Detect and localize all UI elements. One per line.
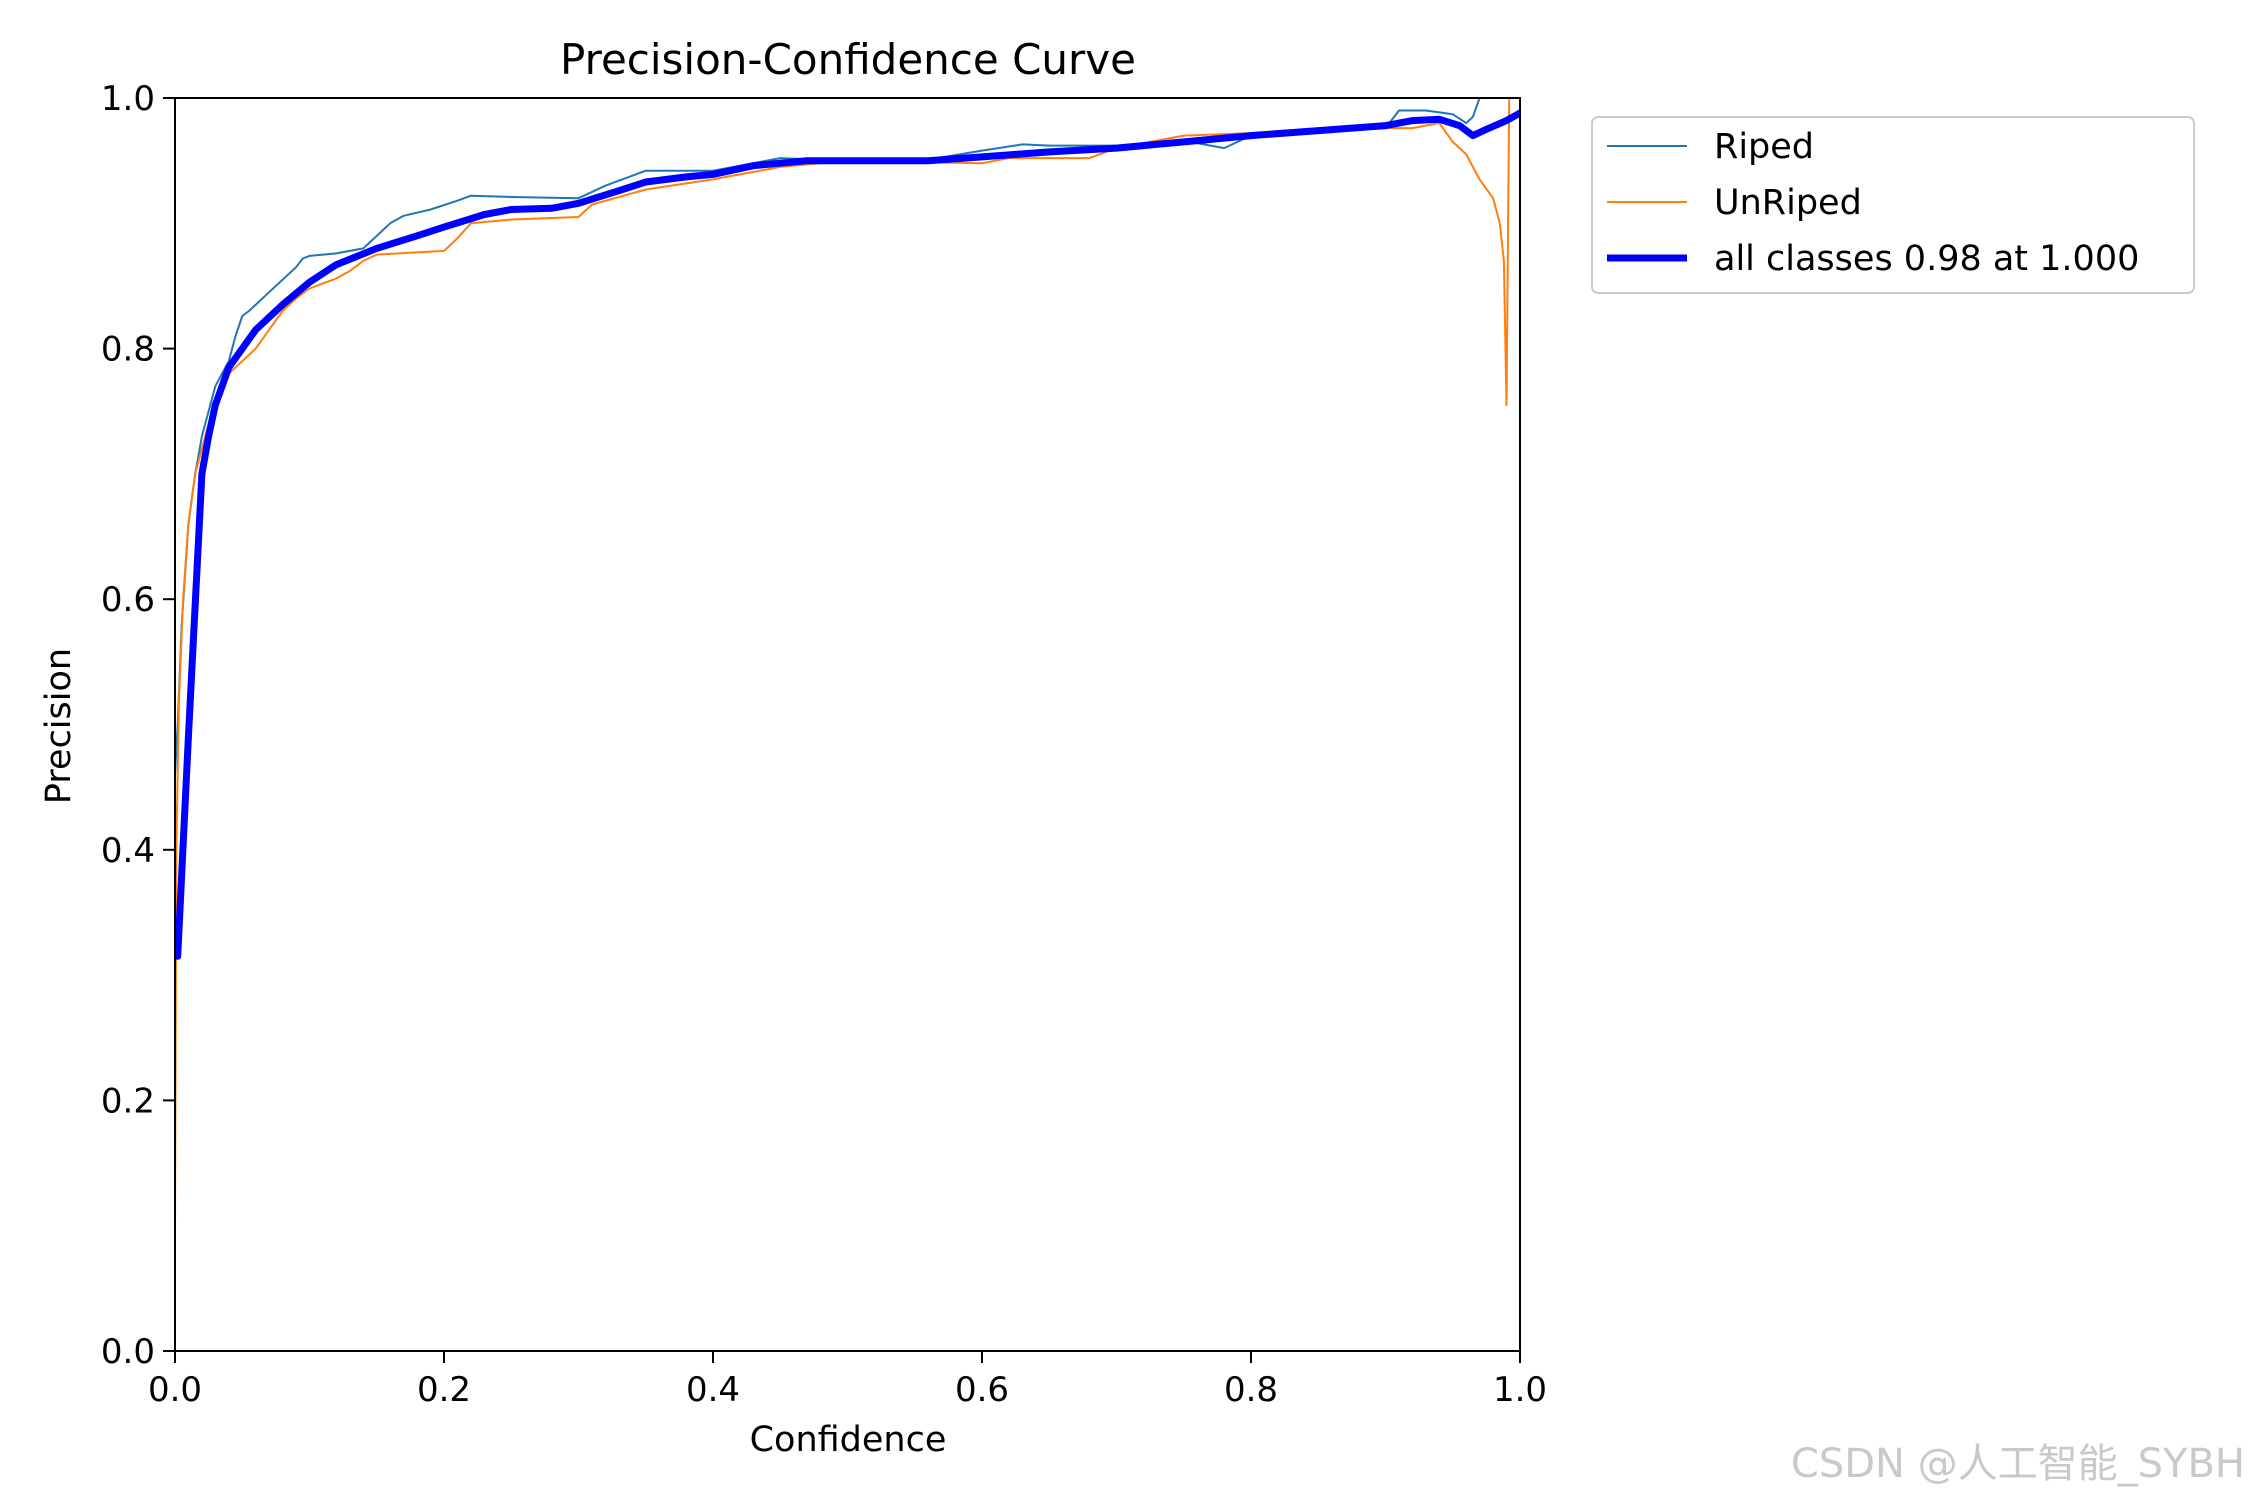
legend-label-1: Riped bbox=[1714, 127, 1814, 167]
x-tick-label: 0.4 bbox=[686, 1370, 740, 1410]
y-axis-label: Precision bbox=[39, 648, 79, 804]
legend-frame bbox=[1591, 116, 2195, 294]
y-tick-label: 0.2 bbox=[101, 1081, 155, 1121]
y-tick-label: 0.4 bbox=[101, 831, 155, 871]
legend-label-3: all classes 0.98 at 1.000 bbox=[1714, 239, 2139, 279]
y-tick-label: 1.0 bbox=[101, 79, 155, 119]
chart-title: Precision-Confidence Curve bbox=[560, 35, 1136, 84]
axes-frame bbox=[174, 97, 1521, 1352]
y-tick-label: 0.6 bbox=[101, 580, 155, 620]
x-tick-label: 0.8 bbox=[1224, 1370, 1278, 1410]
x-tick-label: 0.0 bbox=[148, 1370, 202, 1410]
legend-label-2: UnRiped bbox=[1714, 183, 1862, 223]
x-tick-label: 0.2 bbox=[417, 1370, 471, 1410]
legend-entries: Riped UnRiped all classes 0.98 at 1.000 bbox=[1607, 127, 2139, 279]
legend: Riped UnRiped all classes 0.98 at 1.000 bbox=[1591, 116, 2195, 294]
y-axis-ticks: 0.0 0.2 0.4 0.6 0.8 1.0 bbox=[101, 79, 175, 1372]
y-tick-label: 0.0 bbox=[101, 1332, 155, 1372]
x-tick-label: 0.6 bbox=[955, 1370, 1009, 1410]
plot-area bbox=[174, 97, 1521, 1352]
series-layer bbox=[175, 98, 1520, 1227]
x-axis-label: Confidence bbox=[750, 1420, 947, 1460]
x-tick-label: 1.0 bbox=[1493, 1370, 1547, 1410]
series-line-3 bbox=[175, 109, 1520, 960]
y-tick-label: 0.8 bbox=[101, 330, 155, 370]
watermark: CSDN @人工智能_SYBH bbox=[1791, 1441, 2245, 1487]
x-axis-ticks: 0.0 0.2 0.4 0.6 0.8 1.0 bbox=[148, 1351, 1547, 1410]
